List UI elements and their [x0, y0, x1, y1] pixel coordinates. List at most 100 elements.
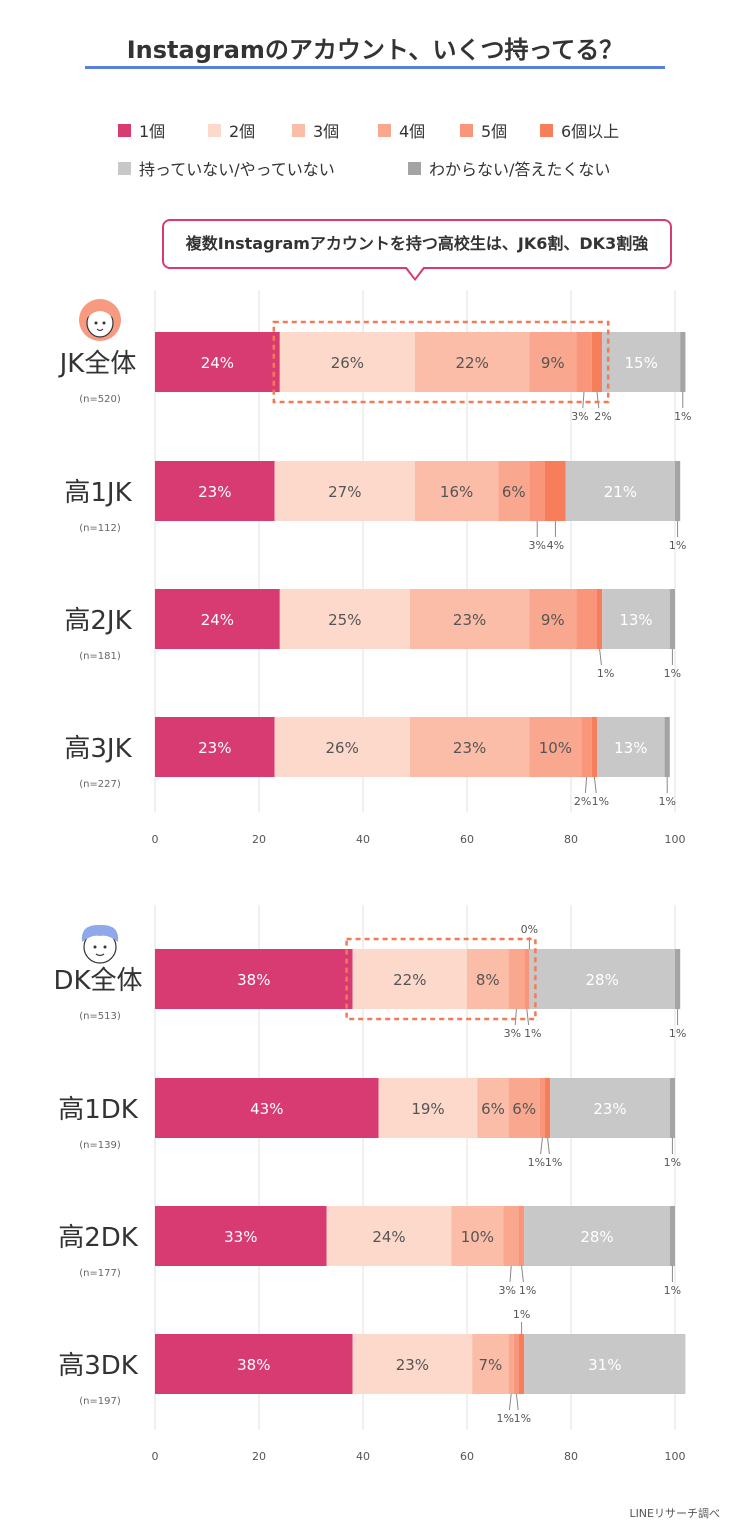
data-label: 31% [588, 1356, 621, 1374]
bar-segment [467, 949, 509, 1009]
bar-segment [576, 589, 597, 649]
data-label: 6% [481, 1100, 505, 1118]
bar-segment [602, 589, 670, 649]
bar-segment [352, 1334, 473, 1394]
bar-segment [274, 461, 415, 521]
small-data-label: 3% [528, 539, 545, 552]
data-label: 9% [541, 354, 565, 372]
legend-label: 4個 [399, 122, 426, 141]
data-label: 24% [372, 1228, 405, 1246]
small-data-label: 1% [674, 410, 691, 423]
data-label: 27% [328, 483, 361, 501]
small-data-label: 1% [545, 1156, 562, 1169]
sample-size-label: (n=227) [79, 779, 121, 790]
bar-segment [409, 589, 530, 649]
legend-item-7: 持っていない/やっていない [118, 156, 335, 180]
leader-line [584, 776, 588, 794]
legend-item-4: 4個 [378, 118, 425, 142]
girl-face-icon [79, 299, 121, 341]
legend-swatch [292, 123, 305, 137]
sample-size-label: (n=181) [79, 651, 121, 662]
leader-line [540, 1137, 543, 1155]
bar-segment [409, 717, 530, 777]
bar-segment [669, 1078, 675, 1138]
small-data-label: 2% [594, 410, 611, 423]
bar-segment [155, 589, 280, 649]
bar-segment [503, 1206, 519, 1266]
data-label: 33% [224, 1228, 257, 1246]
bar-segment [529, 332, 577, 392]
x-tick-label: 20 [252, 1450, 266, 1463]
data-label: 23% [396, 1356, 429, 1374]
bar-segment [675, 461, 681, 521]
small-data-label: 1% [513, 1308, 530, 1321]
data-label: 6% [512, 1100, 536, 1118]
data-label: 19% [411, 1100, 444, 1118]
data-label: 13% [614, 739, 647, 757]
data-label: 38% [237, 1356, 270, 1374]
chart-title: Instagramのアカウント、いくつ持ってる？ [126, 36, 624, 64]
bar-segment [591, 717, 597, 777]
x-tick-label: 80 [564, 1450, 578, 1463]
bar-segment [529, 949, 675, 1009]
x-tick-label: 0 [152, 833, 159, 846]
category-label: 高1DK [58, 1095, 139, 1125]
small-data-label: 3% [498, 1284, 515, 1297]
data-label: 23% [453, 739, 486, 757]
bar-segment [581, 717, 592, 777]
bar-segment [279, 589, 410, 649]
data-label: 24% [201, 354, 234, 372]
data-label: 28% [586, 971, 619, 989]
bar-segment [524, 949, 530, 1009]
bar-segment [519, 1334, 525, 1394]
legend-item-3: 3個 [292, 118, 339, 142]
legend-swatch [378, 123, 391, 137]
bar-segment [498, 461, 530, 521]
data-label: 16% [440, 483, 473, 501]
bar-segment [415, 461, 499, 521]
sample-size-label: (n=197) [79, 1396, 121, 1407]
legend-swatch [540, 123, 553, 137]
bar-segment [155, 1334, 353, 1394]
x-tick-label: 100 [665, 1450, 686, 1463]
boy-face-icon [81, 924, 119, 964]
small-data-label: 1% [528, 1156, 545, 1169]
highlight-frame [345, 937, 537, 1021]
bar-segment [576, 332, 592, 392]
data-label: 28% [580, 1228, 613, 1246]
bar-segment [155, 461, 275, 521]
bar-segment [477, 1078, 509, 1138]
data-label: 23% [593, 1100, 626, 1118]
data-label: 22% [393, 971, 426, 989]
data-label: 25% [328, 611, 361, 629]
legend-label: 持っていない/やっていない [139, 160, 335, 179]
small-data-label: 1% [514, 1412, 531, 1425]
bar-segment [545, 461, 566, 521]
legend-item-1: 1個 [118, 118, 165, 142]
x-tick-label: 0 [152, 1450, 159, 1463]
legend-label: 5個 [481, 122, 508, 141]
small-data-label: 1% [597, 667, 614, 680]
small-data-label: 4% [547, 539, 564, 552]
bar-segment [680, 332, 686, 392]
bar-segment [545, 1078, 551, 1138]
legend-label: 2個 [229, 122, 256, 141]
small-data-label: 1% [519, 1284, 536, 1297]
legend-label: わからない/答えたくない [429, 160, 611, 179]
small-data-label: 1% [524, 1027, 541, 1040]
bar-segment [565, 461, 675, 521]
data-label: 22% [456, 354, 489, 372]
bar-segment [155, 949, 353, 1009]
bar-segment [539, 1078, 545, 1138]
leader-line [596, 391, 600, 409]
data-label: 38% [237, 971, 270, 989]
bar-segment [524, 1334, 686, 1394]
legend-item-5: 5個 [460, 118, 507, 142]
leader-line [526, 1008, 530, 1026]
bar-segment [597, 717, 665, 777]
callout-box: 複数Instagramアカウントを持つ高校生は、JK6割、DK3割強 [162, 219, 672, 269]
bar-segment [155, 717, 275, 777]
legend-label: 3個 [313, 122, 340, 141]
leader-line [599, 648, 602, 666]
